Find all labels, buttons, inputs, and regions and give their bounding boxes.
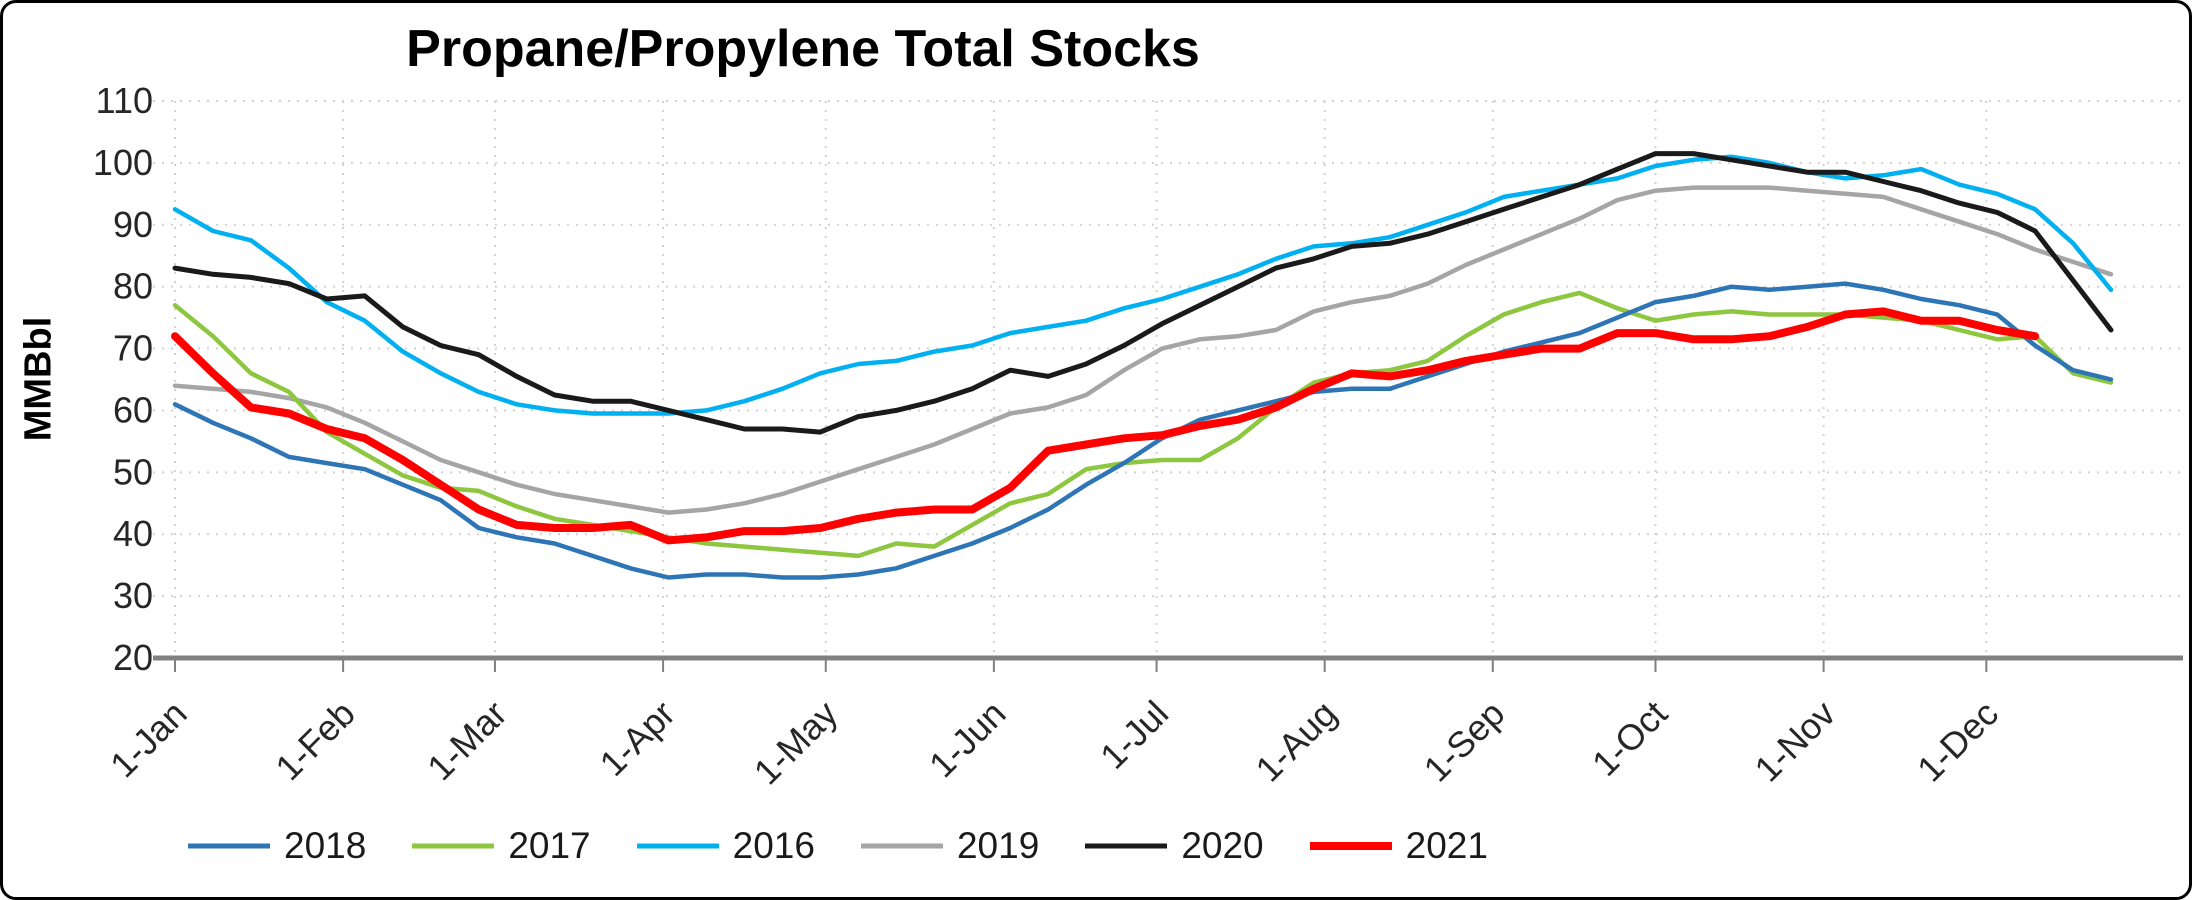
series-line-2021: [171, 307, 2040, 545]
legend-swatch-2017: [412, 843, 495, 849]
y-tick-label: 90: [113, 204, 153, 245]
legend-swatch-2019: [860, 843, 943, 849]
legend-label-2016: 2016: [732, 825, 815, 866]
legend-swatch-2020: [1085, 843, 1168, 849]
series-line-2020: [172, 151, 2114, 435]
x-tick-label: 1-Dec: [1909, 693, 2006, 790]
legend-item-2021: 2021: [1309, 825, 1488, 867]
legend: 2018 2017 2016 2019 2020 2021: [188, 825, 1488, 867]
series-lines: [171, 151, 2114, 580]
y-tick-label: 40: [113, 513, 153, 554]
legend-label-2021: 2021: [1405, 825, 1488, 866]
legend-item-2020: 2020: [1085, 825, 1264, 867]
legend-label-2020: 2020: [1181, 825, 1264, 866]
y-tick-label: 80: [113, 266, 153, 307]
plot-area: 20 30 40 50 60 70 80 90 100 110 1-Jan 1-Feb 1-Mar 1-A…: [93, 80, 2183, 793]
x-tick-label: 1-Apr: [591, 693, 682, 784]
x-tick-label: 1-May: [746, 693, 846, 793]
y-tick-label: 20: [113, 637, 153, 678]
series-line-2019: [172, 185, 2114, 515]
legend-swatch-2016: [636, 843, 719, 849]
y-tick-label: 110: [96, 80, 153, 121]
y-tick-label: 100: [93, 142, 153, 183]
legend-label-2018: 2018: [284, 825, 367, 866]
x-tick-label: 1-Oct: [1584, 693, 1675, 784]
legend-item-2017: 2017: [412, 825, 591, 867]
legend-item-2019: 2019: [860, 825, 1040, 867]
x-tick-label: 1-Mar: [419, 693, 514, 788]
x-tick-label: 1-Aug: [1247, 693, 1344, 790]
legend-item-2018: 2018: [188, 825, 366, 867]
legend-label-2019: 2019: [956, 825, 1040, 866]
series-line-2018: [172, 281, 2114, 580]
x-tick-label: 1-Jun: [921, 693, 1014, 786]
y-tick-label: 50: [113, 451, 153, 492]
y-tick-label: 60: [113, 389, 153, 430]
legend-swatch-2018: [188, 843, 270, 849]
chart-title: Propane/Propylene Total Stocks: [406, 20, 1200, 78]
series-line-2017: [172, 290, 2114, 559]
y-tick-label: 70: [113, 328, 153, 369]
legend-label-2017: 2017: [508, 825, 591, 866]
x-tick-label: 1-Feb: [267, 693, 362, 788]
x-tick-label: 1-Jul: [1092, 693, 1176, 777]
y-tick-label: 30: [113, 575, 153, 616]
legend-item-2016: 2016: [636, 825, 815, 867]
x-tick-label: 1-Jan: [102, 693, 195, 786]
legend-swatch-2021: [1309, 842, 1392, 850]
x-tick-label: 1-Sep: [1416, 693, 1513, 790]
x-tick-label: 1-Nov: [1746, 693, 1843, 790]
